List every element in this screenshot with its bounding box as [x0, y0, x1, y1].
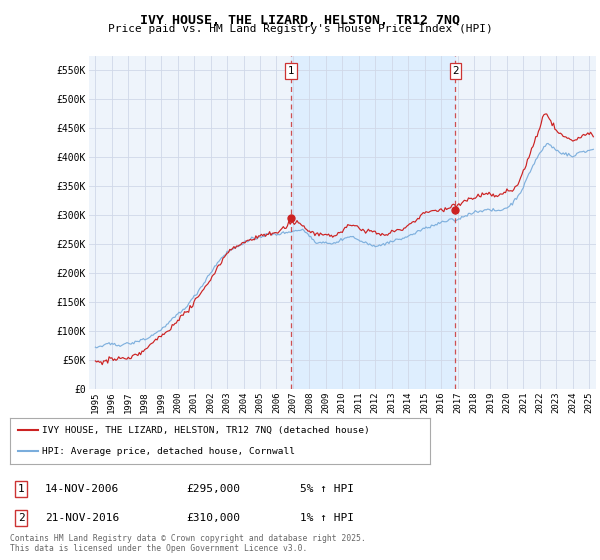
Text: 2: 2	[17, 513, 25, 523]
Point	[286, 214, 296, 223]
Text: £310,000: £310,000	[186, 513, 240, 523]
Text: £295,000: £295,000	[186, 484, 240, 494]
Text: 21-NOV-2016: 21-NOV-2016	[45, 513, 119, 523]
Text: Contains HM Land Registry data © Crown copyright and database right 2025.
This d: Contains HM Land Registry data © Crown c…	[10, 534, 366, 553]
Text: 1: 1	[287, 66, 294, 76]
Text: IVY HOUSE, THE LIZARD, HELSTON, TR12 7NQ: IVY HOUSE, THE LIZARD, HELSTON, TR12 7NQ	[140, 14, 460, 27]
Text: 14-NOV-2006: 14-NOV-2006	[45, 484, 119, 494]
Text: Price paid vs. HM Land Registry's House Price Index (HPI): Price paid vs. HM Land Registry's House …	[107, 24, 493, 34]
Text: 1% ↑ HPI: 1% ↑ HPI	[300, 513, 354, 523]
Bar	[291, 56, 455, 389]
Text: 2: 2	[452, 66, 459, 76]
Point	[451, 205, 460, 214]
Text: 1: 1	[17, 484, 25, 494]
Text: 5% ↑ HPI: 5% ↑ HPI	[300, 484, 354, 494]
Text: IVY HOUSE, THE LIZARD, HELSTON, TR12 7NQ (detached house): IVY HOUSE, THE LIZARD, HELSTON, TR12 7NQ…	[42, 426, 370, 435]
Text: HPI: Average price, detached house, Cornwall: HPI: Average price, detached house, Corn…	[42, 447, 295, 456]
